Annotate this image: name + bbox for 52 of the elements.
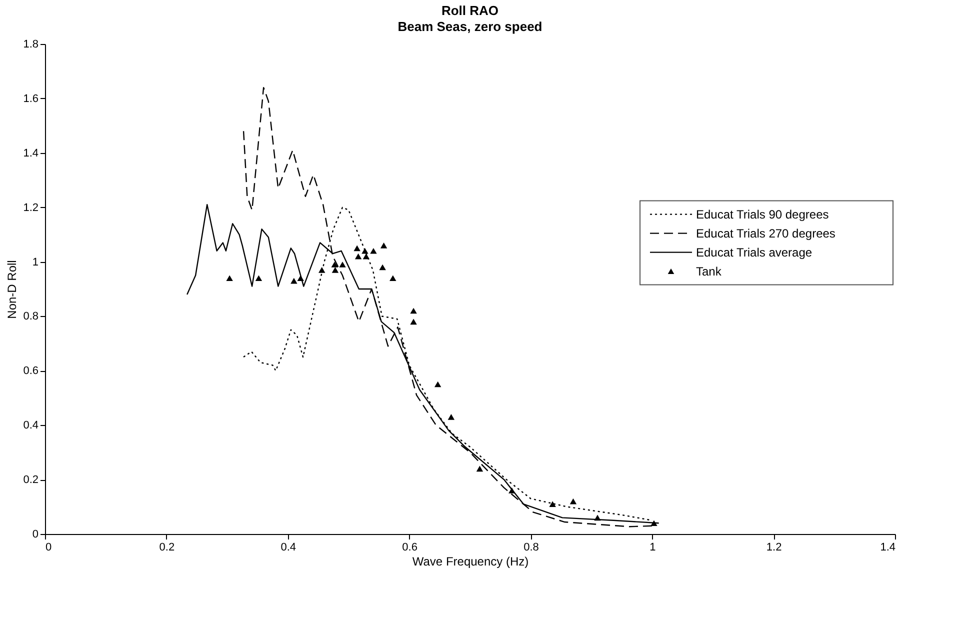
point: [290, 278, 298, 284]
point: [390, 275, 396, 282]
point: [362, 248, 368, 254]
x-tick-label: 1: [650, 542, 656, 554]
point: [379, 264, 386, 270]
point: [354, 253, 362, 260]
y-tick-label: 0.8: [23, 310, 38, 323]
point: [255, 275, 262, 282]
point: [354, 245, 360, 252]
legend-label: Educat Trials 270 degrees: [696, 226, 836, 240]
point: [380, 242, 388, 248]
x-tick-label: 0.8: [524, 542, 539, 554]
y-tick-label: 1.6: [23, 92, 38, 105]
point: [410, 318, 417, 325]
x-tick-label: 0.6: [402, 542, 418, 554]
legend-label: Educat Trials average: [696, 245, 812, 260]
legend-label: Tank: [696, 264, 722, 278]
legend-label: Educat Trials 90 degrees: [696, 207, 829, 222]
point: [332, 267, 339, 273]
point: [318, 267, 326, 273]
x-axis-title: Wave Frequency (Hz): [412, 554, 529, 568]
point: [570, 498, 577, 504]
x-tick-label: 0.4: [280, 542, 296, 554]
point: [508, 488, 516, 494]
point: [594, 514, 601, 521]
point: [650, 520, 658, 526]
y-tick-label: 1.8: [23, 38, 38, 50]
x-tick-label: 1.4: [880, 542, 896, 554]
point: [362, 253, 370, 260]
y-tick-label: 0: [32, 528, 38, 540]
y-tick-label: 0.4: [23, 420, 38, 432]
x-tick-label: 1.2: [766, 542, 782, 554]
point: [410, 308, 417, 314]
point: [226, 275, 233, 282]
y-tick-label: 1.2: [23, 202, 38, 214]
y-tick-label: 0.2: [23, 474, 38, 486]
y-tick-label: 0.6: [23, 365, 38, 378]
chart-title: Roll RAO: [441, 3, 499, 18]
point: [434, 381, 442, 388]
y-tick-label: 1.4: [23, 147, 38, 160]
point: [549, 501, 556, 507]
chart-subtitle: Beam Seas, zero speed: [398, 19, 542, 34]
point: [297, 275, 304, 282]
point: [448, 414, 455, 420]
y-tick-label: 1: [32, 256, 38, 268]
point: [331, 262, 338, 268]
x-tick-label: 0.2: [159, 542, 175, 554]
point: [370, 248, 377, 254]
point: [339, 262, 346, 268]
x-tick-label: 0: [46, 542, 52, 554]
y-axis-title: Non-D Roll: [5, 260, 20, 319]
point: [476, 466, 484, 472]
